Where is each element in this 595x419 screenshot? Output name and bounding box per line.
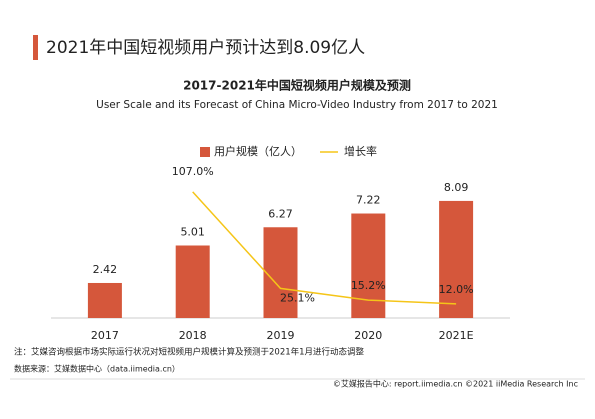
chart-title: 2017-2021年中国短视频用户规模及预测 bbox=[183, 78, 411, 93]
x-tick-label: 2018 bbox=[179, 329, 207, 342]
x-tick-label: 2017 bbox=[91, 329, 119, 342]
x-tick-label: 2021E bbox=[439, 329, 474, 342]
source: 数据来源：艾媒数据中心（data.iimedia.cn） bbox=[14, 364, 180, 374]
legend-label: 用户规模（亿人） bbox=[214, 144, 302, 158]
line-label: 107.0% bbox=[172, 165, 214, 178]
x-tick-label: 2020 bbox=[354, 329, 382, 342]
bar-label: 2.42 bbox=[93, 263, 118, 276]
chart-subtitle: User Scale and its Forecast of China Mic… bbox=[96, 99, 498, 111]
footnote: 注：艾媒咨询根据市场实际运行状况对短视频用户规模计算及预测于2021年1月进行动… bbox=[14, 347, 365, 358]
line-label: 15.2% bbox=[351, 279, 386, 292]
title-accent bbox=[33, 35, 38, 60]
legend-swatch bbox=[200, 147, 210, 157]
bar bbox=[439, 200, 474, 318]
headline: 2021年中国短视频用户预计达到8.09亿人 bbox=[46, 38, 365, 58]
bar-label: 8.09 bbox=[444, 181, 469, 194]
bar bbox=[87, 282, 122, 318]
bar bbox=[263, 227, 298, 318]
copyright: ©艾媒报告中心: report.iimedia.cn ©2021 iiMedia… bbox=[333, 379, 578, 389]
line-label: 12.0% bbox=[439, 283, 474, 296]
bar-label: 5.01 bbox=[180, 225, 205, 238]
bar bbox=[351, 213, 386, 318]
line bbox=[192, 191, 457, 305]
bar-label: 6.27 bbox=[268, 207, 293, 220]
bar bbox=[175, 245, 210, 318]
line-label: 25.1% bbox=[280, 291, 315, 304]
legend-label: 增长率 bbox=[344, 144, 377, 158]
x-tick-label: 2019 bbox=[267, 329, 295, 342]
bar-label: 7.22 bbox=[356, 194, 381, 207]
